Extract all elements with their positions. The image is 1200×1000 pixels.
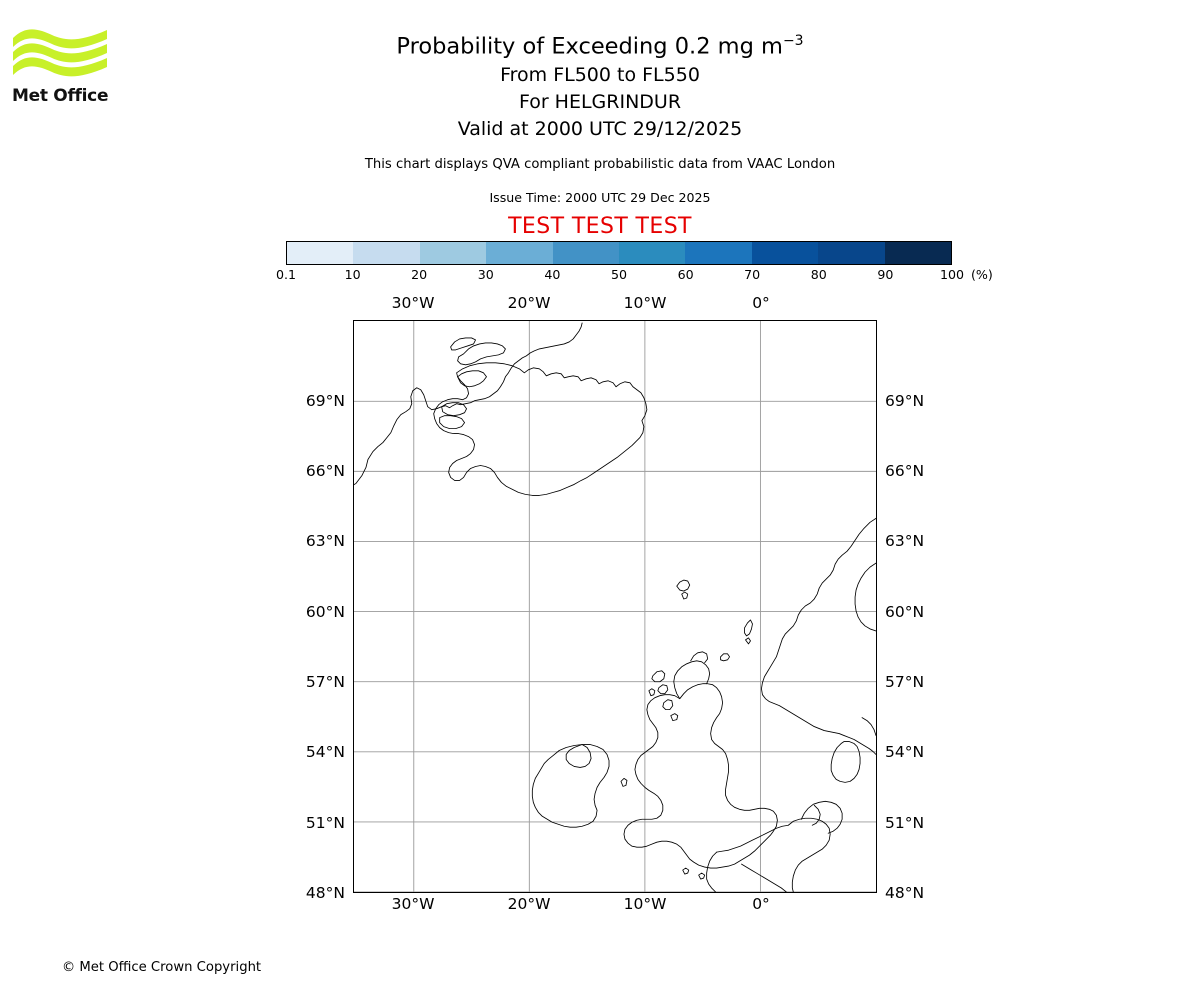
colorbar-tick-60: 60	[677, 267, 694, 282]
lat-label-right-2: 54°N	[885, 743, 925, 762]
lat-label-left-1: 51°N	[305, 813, 345, 832]
lat-label-right-4: 60°N	[885, 602, 925, 621]
chart-subtitle-validtime: Valid at 2000 UTC 29/12/2025	[457, 118, 743, 140]
lat-label-right-3: 57°N	[885, 672, 925, 691]
lat-label-right-6: 66°N	[885, 461, 925, 480]
colorbar-tick-40: 40	[544, 267, 561, 282]
coastlines	[354, 322, 876, 892]
lon-label-top-0: 30°W	[391, 294, 435, 312]
chart-subtitle-flightlevel: From FL500 to FL550	[500, 64, 700, 86]
colorbar-swatch-9	[884, 242, 952, 264]
lat-label-left-3: 57°N	[305, 672, 345, 691]
colorbar-swatch-1	[353, 242, 420, 264]
lat-label-left-4: 60°N	[305, 602, 345, 621]
colorbar-swatch-4	[552, 242, 620, 264]
lat-label-right-1: 51°N	[885, 813, 925, 832]
chart-issue-time: Issue Time: 2000 UTC 29 Dec 2025	[489, 190, 711, 205]
lat-label-left-2: 54°N	[305, 743, 345, 762]
lon-label-top-3: 0°	[752, 294, 770, 312]
colorbar-tick-30: 30	[477, 267, 494, 282]
lon-label-bottom-1: 20°W	[507, 895, 551, 913]
colorbar-tick-20: 20	[411, 267, 428, 282]
colorbar-unit-label: (%)	[971, 267, 993, 282]
colorbar-tick-labels: 0.1 10 20 30 40 50 60 70 80 90 100	[276, 267, 964, 285]
chart-title-text: Probability of Exceeding 0.2 mg m	[396, 33, 783, 60]
met-office-logo: Met Office	[12, 26, 120, 114]
colorbar-swatch-7	[751, 242, 819, 264]
lat-label-right-7: 69°N	[885, 391, 925, 410]
colorbar-tick-50: 50	[610, 267, 628, 282]
test-banner: TEST TEST TEST	[508, 214, 692, 239]
lat-label-right-5: 63°N	[885, 532, 925, 551]
colorbar-tick-70: 70	[744, 267, 761, 282]
lat-label-left-6: 66°N	[305, 461, 345, 480]
colorbar-tick-100: 100	[939, 267, 965, 282]
lat-label-left-7: 69°N	[305, 391, 345, 410]
chart-title: Probability of Exceeding 0.2 mg m−3	[0, 26, 1200, 62]
map-svg	[354, 321, 876, 892]
probability-colorbar	[286, 241, 952, 265]
chart-title-superscript: −3	[782, 33, 804, 49]
lat-label-right-0: 48°N	[885, 884, 925, 902]
colorbar-swatch-3	[486, 242, 553, 264]
lon-label-bottom-0: 30°W	[391, 895, 435, 913]
met-office-wordmark: Met Office	[12, 86, 109, 106]
copyright-footer: © Met Office Crown Copyright	[62, 960, 262, 975]
lon-label-bottom-2: 10°W	[623, 895, 667, 913]
lon-label-top-2: 10°W	[623, 294, 667, 312]
map-gridlines	[354, 321, 876, 892]
lon-label-top-1: 20°W	[507, 294, 551, 312]
colorbar-swatches	[286, 241, 952, 265]
lon-label-bottom-3: 0°	[752, 895, 770, 913]
colorbar-tick-90: 90	[877, 267, 894, 282]
colorbar-swatch-6	[685, 242, 752, 264]
chart-subtitle-volcano: For HELGRINDUR	[518, 91, 682, 113]
colorbar-swatch-8	[818, 242, 885, 264]
met-office-waves-icon	[13, 29, 107, 77]
colorbar-swatch-2	[419, 242, 487, 264]
colorbar-tick-0.1: 0.1	[275, 267, 297, 282]
map-plot-area[interactable]	[353, 320, 877, 893]
colorbar-swatch-0	[287, 242, 354, 264]
lat-label-left-0: 48°N	[305, 884, 345, 902]
colorbar-tick-10: 10	[344, 267, 361, 282]
colorbar-tick-80: 80	[810, 267, 827, 282]
colorbar-swatch-5	[619, 242, 686, 264]
chart-note-qva: This chart displays QVA compliant probab…	[364, 157, 836, 172]
lat-label-left-5: 63°N	[305, 532, 345, 551]
